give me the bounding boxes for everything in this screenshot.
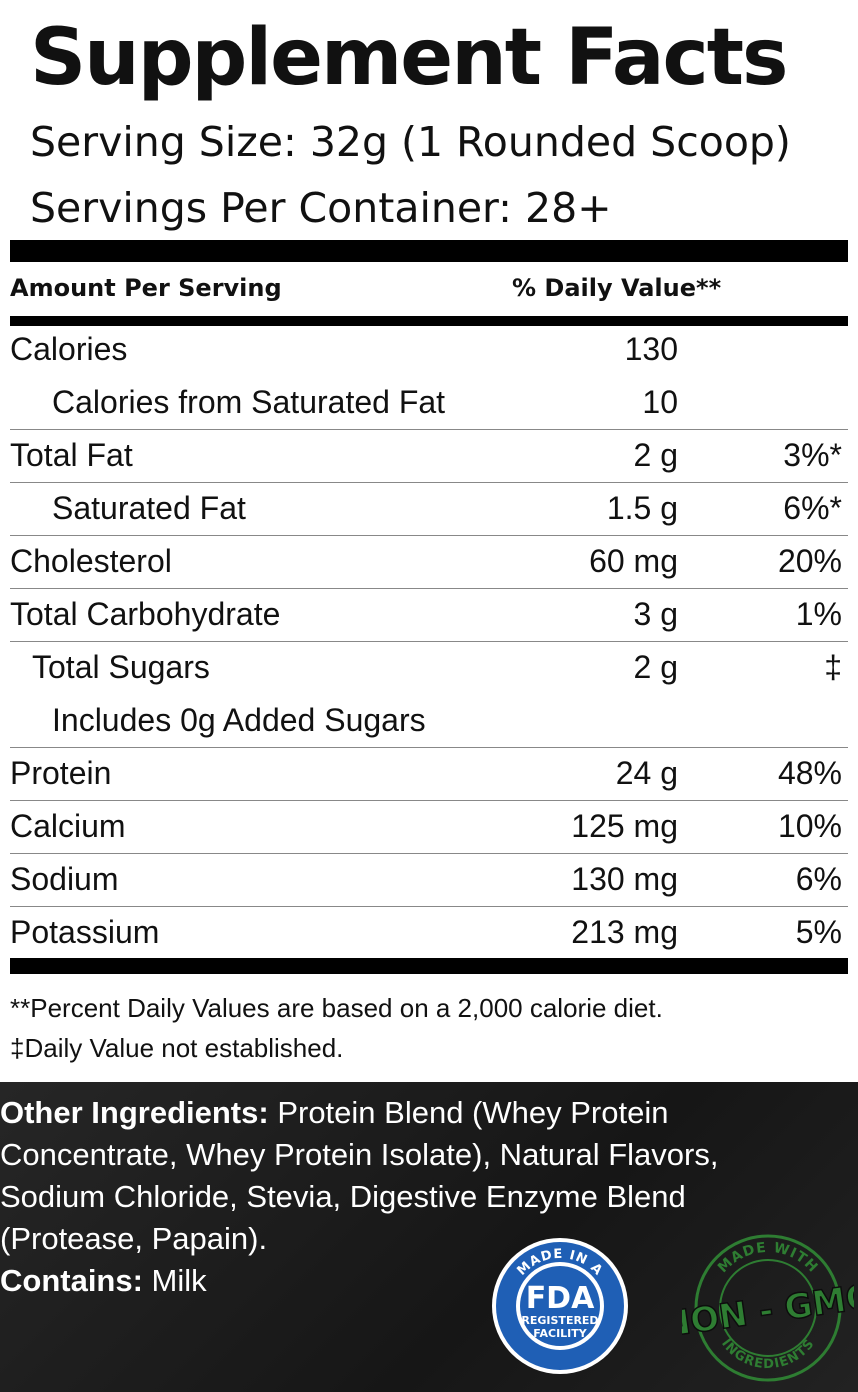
nutrient-amount: 2 g: [633, 649, 678, 685]
row-divider: [10, 853, 848, 854]
row-divider: [10, 641, 848, 642]
ingredients-line: Other Ingredients: Protein Blend (Whey P…: [0, 1095, 669, 1130]
nutrient-amount: 3 g: [633, 596, 678, 632]
nutrient-name: Saturated Fat: [52, 490, 246, 526]
nutrient-name: Potassium: [10, 914, 160, 950]
nutrient-amount: 10: [642, 384, 678, 420]
footnote-not-established: ‡Daily Value not established.: [10, 1033, 344, 1063]
gmo-seal-main-text: NON - GMO: [682, 1276, 854, 1345]
nutrient-amount: 130 mg: [571, 861, 678, 897]
ingredients-panel: [0, 1082, 858, 1392]
servings-per-container: Servings Per Container: 28+: [30, 184, 612, 232]
row-divider: [10, 535, 848, 536]
daily-value-header: % Daily Value**: [512, 274, 722, 302]
nutrient-daily-value: 20%: [777, 543, 842, 579]
nutrient-name: Total Fat: [10, 437, 133, 473]
supplement-facts-panel: Supplement Facts Serving Size: 32g (1 Ro…: [10, 13, 848, 1063]
nutrient-row: Calories 130: [10, 323, 848, 376]
nutrient-amount: 125 mg: [571, 808, 678, 844]
contains-value: Milk: [142, 1263, 207, 1298]
nutrient-row: Cholesterol 60 mg 20%: [10, 535, 848, 588]
serving-size: Serving Size: 32g (1 Rounded Scoop): [30, 118, 791, 166]
nutrient-name: Calcium: [10, 808, 126, 844]
nutrient-row: Calcium 125 mg 10%: [10, 800, 848, 853]
ingredients-text: Other Ingredients: Protein Blend (Whey P…: [0, 1092, 850, 1302]
row-divider: [10, 588, 848, 589]
nutrient-name: Total Carbohydrate: [10, 596, 281, 632]
fda-seal-line2: FACILITY: [533, 1327, 588, 1340]
row-divider: [10, 800, 848, 801]
ingredients-line: (Protease, Papain).: [0, 1221, 268, 1256]
nutrient-daily-value: 10%: [777, 808, 842, 844]
nutrient-amount: 24 g: [615, 755, 678, 791]
row-divider: [10, 747, 848, 748]
nutrient-amount: 2 g: [633, 437, 678, 473]
contains-line: Contains: Milk: [0, 1260, 850, 1302]
nutrient-daily-value: 6%*: [783, 490, 842, 526]
row-divider: [10, 482, 848, 483]
panel-title: Supplement Facts: [30, 13, 788, 103]
nutrient-row: Total Fat 2 g 3%*: [10, 429, 848, 482]
bottom-divider: [10, 958, 848, 974]
row-divider: [10, 906, 848, 907]
nutrient-name: Total Sugars: [32, 649, 210, 685]
gmo-seal-bottom-text: INGREDIENTS: [718, 1336, 817, 1372]
nutrient-name: Includes 0g Added Sugars: [52, 702, 426, 738]
nutrient-name: Sodium: [10, 861, 119, 897]
footnote-daily-values: **Percent Daily Values are based on a 2,…: [10, 993, 663, 1023]
fda-seal-line1: REGISTERED: [521, 1314, 598, 1327]
thick-divider: [10, 240, 848, 262]
nutrient-daily-value: 3%*: [783, 437, 842, 473]
contains-label: Contains:: [0, 1263, 143, 1298]
nutrient-amount: 130: [624, 331, 678, 367]
ingredients-label: Other Ingredients:: [0, 1095, 269, 1130]
nutrient-daily-value: 5%: [795, 914, 842, 950]
fda-registered-seal-icon: MADE IN A FDA REGISTERED FACILITY: [492, 1238, 628, 1374]
nutrient-row: Protein 24 g 48%: [10, 747, 848, 800]
amount-per-serving-header: Amount Per Serving: [10, 274, 282, 302]
nutrient-amount: 60 mg: [589, 543, 678, 579]
nutrient-row: Includes 0g Added Sugars: [10, 694, 848, 747]
nutrient-name: Calories: [10, 331, 128, 367]
nutrient-row: Sodium 130 mg 6%: [10, 853, 848, 906]
nutrient-row: Saturated Fat 1.5 g 6%*: [10, 482, 848, 535]
fda-seal-main-text: FDA: [526, 1281, 595, 1316]
ingredients-line: Concentrate, Whey Protein Isolate), Natu…: [0, 1137, 719, 1172]
nutrient-amount: 1.5 g: [606, 490, 678, 526]
nutrient-row: Calories from Saturated Fat 10: [10, 376, 848, 429]
gmo-seal-ring: [694, 1234, 842, 1382]
non-gmo-seal-icon: MADE WITH INGREDIENTS NON - GMO: [682, 1234, 854, 1382]
medium-divider: [10, 316, 848, 326]
nutrient-row: Total Carbohydrate 3 g 1%: [10, 588, 848, 641]
nutrient-daily-value: 1%: [795, 596, 842, 632]
nutrient-daily-value: ‡: [824, 649, 842, 685]
ingredients-line: Sodium Chloride, Stevia, Digestive Enzym…: [0, 1179, 686, 1214]
nutrient-row: Potassium 213 mg 5%: [10, 906, 848, 959]
nutrient-row: Total Sugars 2 g ‡: [10, 641, 848, 694]
nutrient-name: Cholesterol: [10, 543, 172, 579]
nutrient-daily-value: 6%: [795, 861, 842, 897]
row-divider: [10, 429, 848, 430]
nutrient-name: Protein: [10, 755, 112, 791]
nutrient-daily-value: 48%: [777, 755, 842, 791]
nutrient-amount: 213 mg: [571, 914, 678, 950]
nutrient-name: Calories from Saturated Fat: [52, 384, 446, 420]
svg-text:INGREDIENTS: INGREDIENTS: [718, 1336, 818, 1372]
